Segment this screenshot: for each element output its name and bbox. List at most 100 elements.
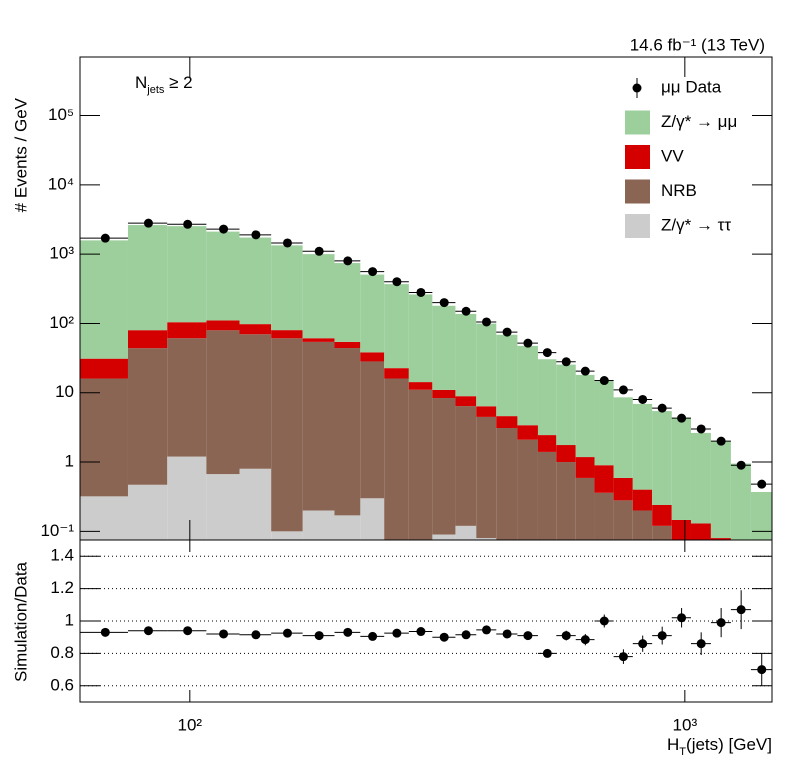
stack-bar	[408, 382, 433, 390]
annotation: Njets ≥ 2	[135, 73, 193, 95]
ratio-y-tick-label: 1.4	[50, 546, 74, 565]
y-tick-label: 10⁴	[48, 174, 74, 193]
ratio-point	[638, 639, 648, 649]
axes: 10⁻¹ 1 10 10² 10³ 10⁴ 10⁵ 0.6 0.8 1 1.2 1.4 10² 10³ μμ…	[40, 56, 773, 734]
stack-bar	[206, 320, 240, 331]
annotation-part: N	[135, 73, 147, 92]
x-label-part: (jets) [GeV]	[686, 735, 772, 754]
ratio-y-tick-label: 1.2	[50, 578, 74, 597]
legend-label: NRB	[661, 181, 697, 200]
legend-swatch	[625, 179, 650, 204]
data-point	[183, 219, 193, 229]
stack-bar	[455, 406, 477, 526]
stack-bar	[575, 457, 595, 478]
ratio-point	[343, 627, 353, 637]
y-tick-label: 1	[65, 452, 74, 471]
ratio-point	[502, 629, 512, 639]
y-tick-label: 10	[55, 382, 74, 401]
stack-bar	[167, 226, 207, 323]
data-point	[481, 317, 491, 327]
stack-bar	[239, 334, 272, 469]
stack-bar	[594, 465, 614, 493]
x-tick-label: 10³	[673, 715, 698, 734]
stack-bar	[384, 284, 409, 369]
legend-marker	[632, 83, 642, 93]
ratio-point	[251, 630, 261, 640]
stack-bar	[127, 484, 168, 540]
ratio-y-tick-label: 1	[65, 610, 74, 629]
stack-bar	[476, 406, 497, 417]
stack-bar	[127, 330, 168, 349]
data-point	[461, 306, 471, 316]
stack-bar	[652, 411, 672, 505]
y-tick-label: 10²	[49, 313, 74, 332]
stack-bar	[360, 498, 385, 540]
stack-bar	[632, 489, 653, 511]
legend-swatch	[625, 214, 650, 238]
stack-bar	[271, 338, 303, 532]
x-axis-label: HT(jets) [GeV]	[667, 735, 772, 757]
data-point	[439, 298, 449, 308]
stack-bar	[360, 352, 385, 362]
legend-label: μμ Data	[661, 77, 722, 96]
stack-bar	[613, 500, 633, 540]
stack-bar	[206, 474, 240, 540]
stack-bar	[517, 345, 538, 426]
data-point	[368, 267, 378, 277]
data-point	[282, 238, 292, 248]
ratio-point	[461, 630, 471, 640]
stack-bar	[556, 462, 576, 540]
ratio-point	[580, 635, 590, 645]
stack-bar	[652, 525, 672, 540]
legend-swatch	[625, 145, 650, 169]
stack-bar	[671, 519, 691, 540]
stack-bar	[556, 364, 576, 446]
data-point	[143, 218, 153, 228]
stack-bar	[206, 330, 240, 475]
stack-bar	[239, 468, 272, 540]
ratio-point	[143, 626, 153, 636]
stack-bar	[302, 338, 335, 342]
stack-bar	[334, 348, 361, 516]
stack-bar	[476, 416, 497, 539]
stack-bar	[556, 445, 576, 463]
annotation-part: ≥ 2	[164, 73, 192, 92]
ratio-point	[618, 652, 628, 662]
stack-bar	[271, 531, 303, 540]
stack-bar	[127, 348, 168, 485]
stack-bar	[271, 245, 303, 331]
annotation-part: jets	[146, 84, 165, 96]
ratio-point	[183, 626, 193, 636]
ratio-point	[481, 625, 491, 635]
stack-bar	[408, 389, 433, 540]
stack-bar	[455, 396, 477, 407]
data-point	[314, 246, 324, 256]
data-point	[343, 256, 353, 266]
y-axis-label: # Events / GeV	[11, 97, 30, 212]
data-point	[561, 357, 571, 367]
stack-bar	[594, 492, 614, 540]
stack-bar	[730, 463, 751, 540]
stack-bar	[575, 477, 595, 540]
stack-bar	[672, 542, 691, 550]
ratio-point	[542, 648, 552, 658]
stack-bar	[671, 417, 691, 520]
ratio-point	[314, 631, 324, 641]
stack-bar	[206, 231, 240, 321]
stack-bar	[537, 359, 557, 436]
lumi-label: 14.6 fb⁻¹ (13 TeV)	[630, 35, 765, 54]
stack-bar	[455, 313, 477, 397]
data-point	[502, 327, 512, 337]
stack-bar	[360, 361, 385, 499]
stack-bar	[594, 380, 614, 466]
legend-label: Z/γ* → μμ	[661, 112, 737, 131]
ratio-y-tick-label: 0.8	[50, 643, 74, 662]
ratio-point	[716, 618, 726, 628]
stack-bar	[239, 324, 272, 335]
ratio-point	[677, 613, 687, 623]
stack-bar	[537, 435, 557, 452]
stack-bar	[432, 305, 456, 390]
legend-label: Z/γ* → ττ	[661, 215, 731, 234]
ratio-point	[100, 627, 110, 637]
